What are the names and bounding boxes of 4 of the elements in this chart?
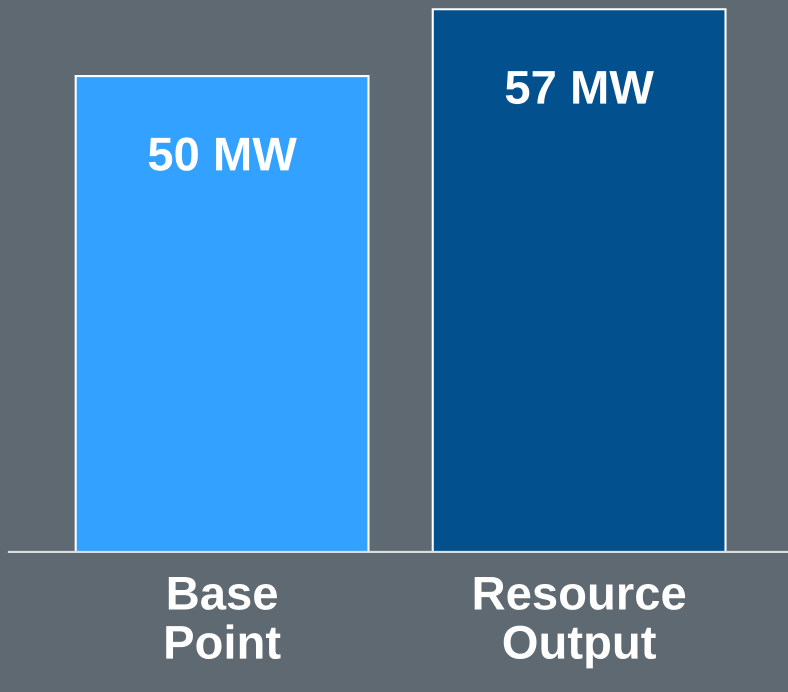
x-tick-label: Resource Output [474,576,686,668]
data-label: 50 MW [148,137,297,171]
x-tick-label: Base Point [166,576,281,660]
data-label: 57 MW [506,71,654,104]
